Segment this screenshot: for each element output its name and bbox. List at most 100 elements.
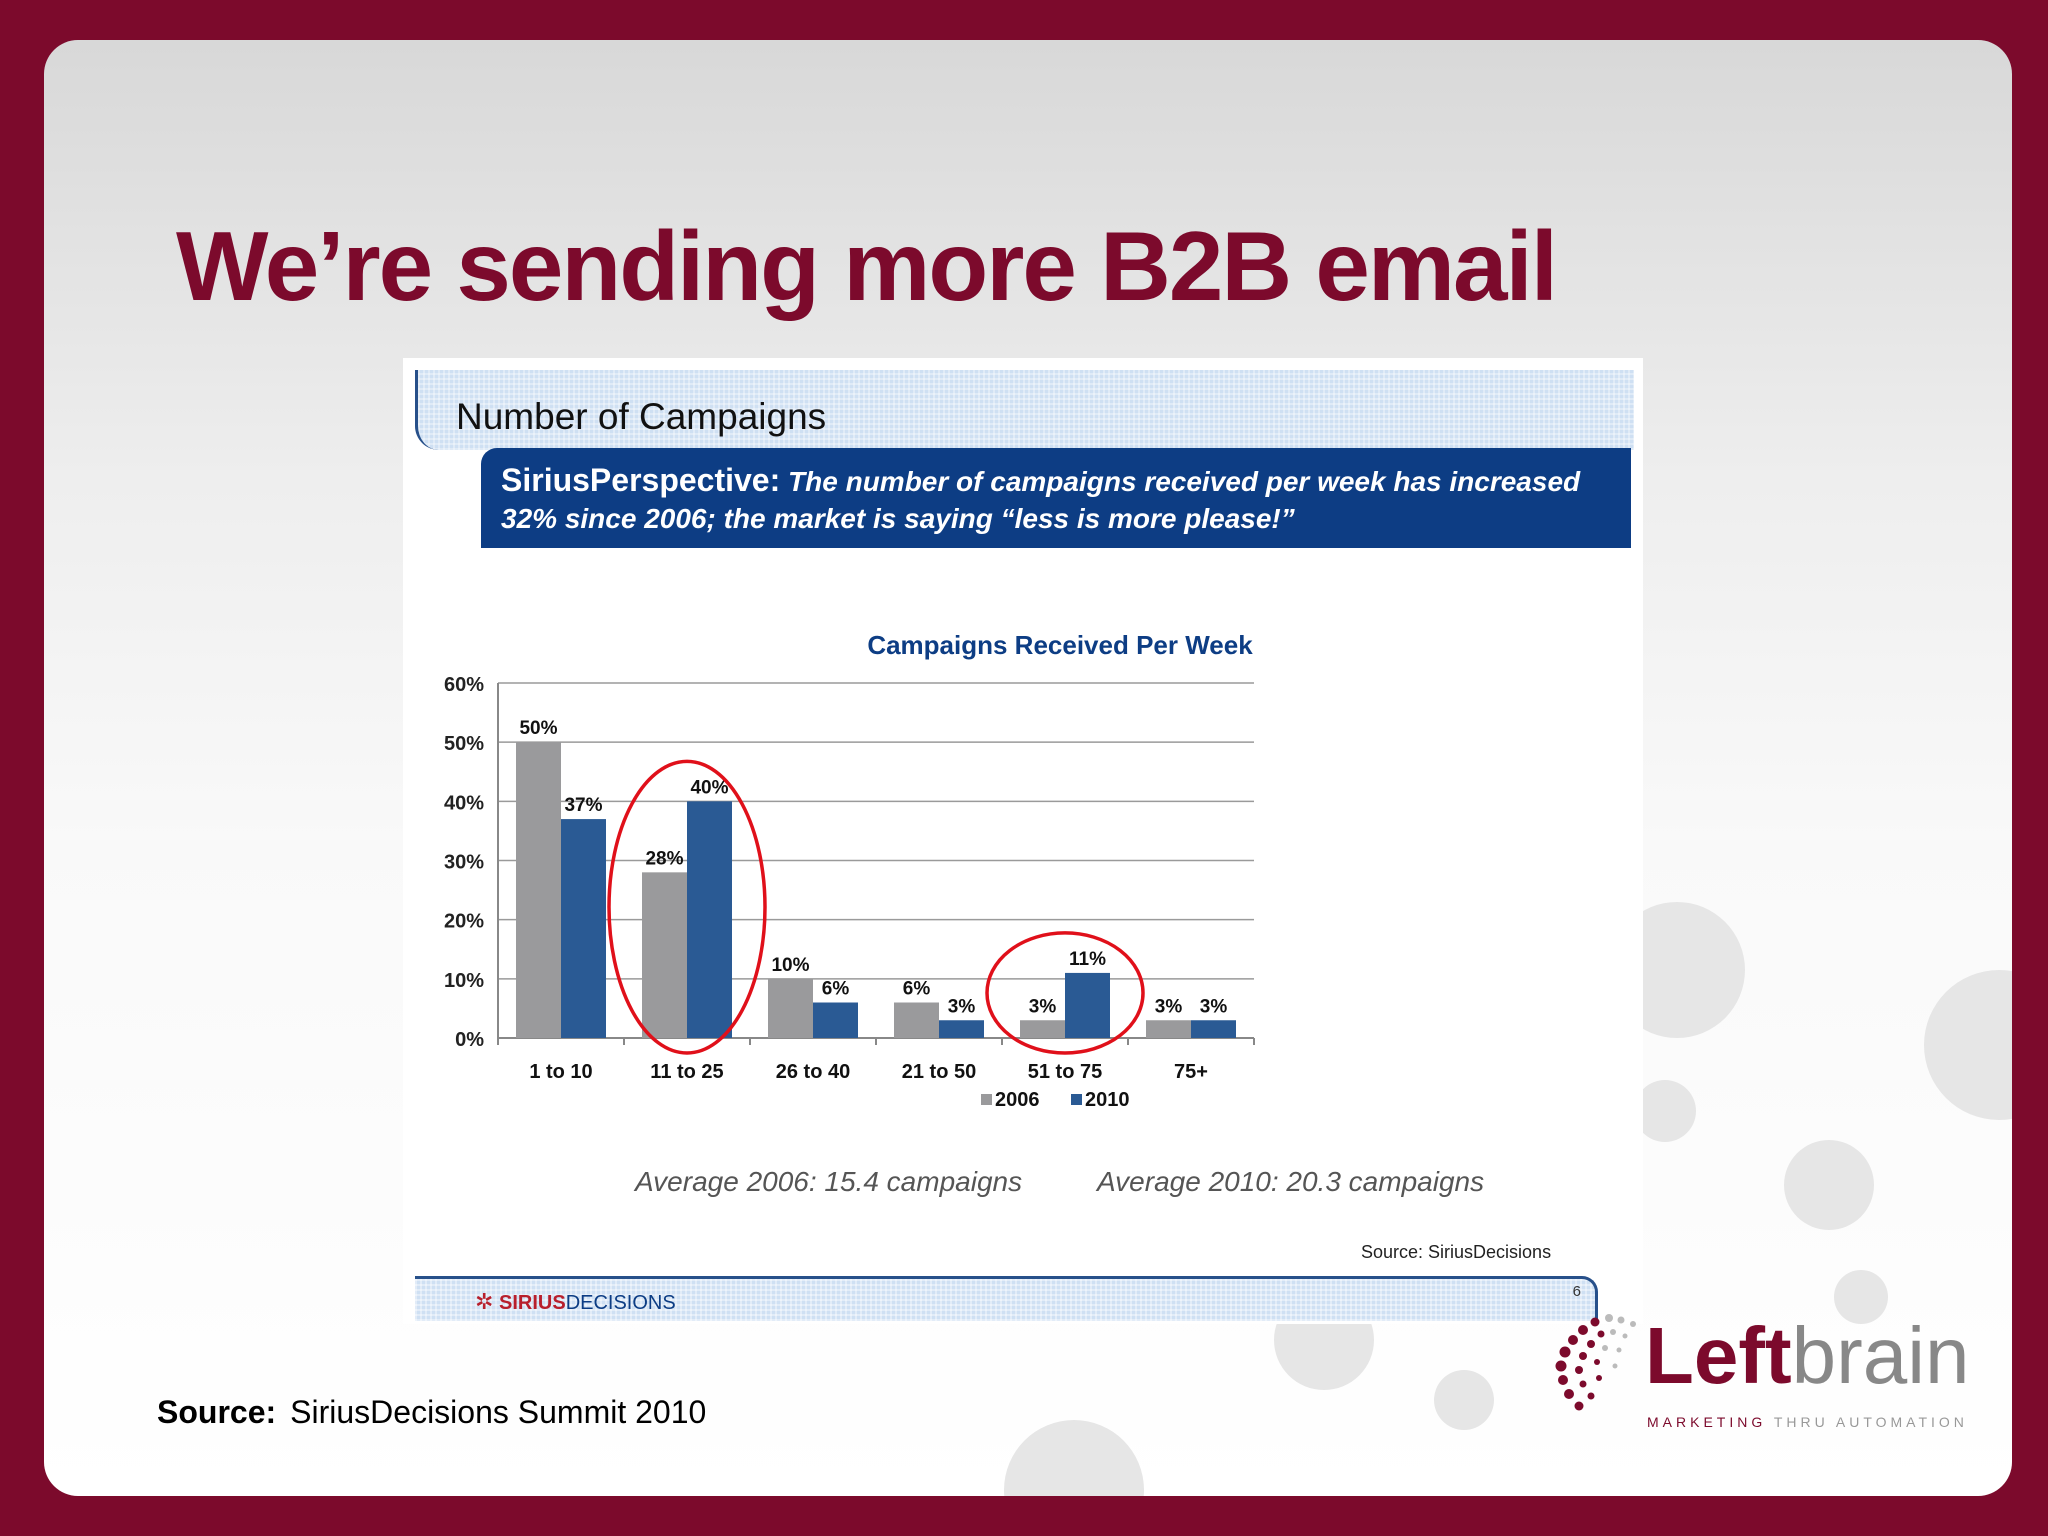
decorative-circle (1004, 1420, 1144, 1496)
perspective-text: SiriusPerspective: The number of campaig… (501, 462, 1621, 537)
logo-dot (1574, 1401, 1584, 1411)
slide-title: We’re sending more B2B email (176, 211, 1558, 321)
bar-2006 (642, 872, 687, 1038)
legend-swatch-2006 (981, 1094, 992, 1105)
logo-dot (1579, 1352, 1587, 1360)
logo-dot (1594, 1359, 1600, 1365)
logo-dot (1564, 1389, 1574, 1399)
bar-2006 (1020, 1020, 1065, 1038)
y-tick-label: 10% (444, 970, 484, 992)
data-label: 40% (690, 777, 728, 798)
panel-title: Number of Campaigns (456, 396, 827, 437)
logo-dot (1590, 1317, 1600, 1327)
y-tick-label: 40% (444, 792, 484, 814)
siriusdecisions-logo: ✲ SIRIUSDECISIONS (475, 1289, 676, 1315)
legend-swatch-2010 (1071, 1094, 1082, 1105)
logo-dot (1616, 1347, 1622, 1353)
logo-part-sirius: SIRIUS (499, 1292, 566, 1314)
average-2006: Average 2006: 15.4 campaigns (635, 1166, 1023, 1197)
legend-label: 2006 (995, 1089, 1040, 1111)
logo-dot (1630, 1321, 1636, 1327)
y-tick-label: 30% (444, 852, 484, 874)
bar-2010 (813, 1002, 858, 1038)
x-tick-label: 26 to 40 (776, 1061, 850, 1083)
brand-name: Leftbrain (1645, 1310, 1970, 1402)
source-value: SiriusDecisions Summit 2010 (290, 1394, 707, 1430)
highlight-ellipse (985, 931, 1145, 1055)
bar-2006 (894, 1002, 939, 1038)
bar-2006 (516, 742, 561, 1038)
dots-logo-icon (1555, 1314, 1636, 1411)
data-label: 3% (1200, 996, 1228, 1017)
y-tick-label: 0% (455, 1029, 484, 1051)
brand-name-right: brain (1791, 1311, 1970, 1400)
x-tick-label: 11 to 25 (650, 1061, 723, 1083)
x-tick-label: 51 to 75 (1028, 1061, 1102, 1083)
logo-dot (1597, 1330, 1605, 1338)
logo-dot (1587, 1392, 1595, 1400)
decorative-circle (1784, 1140, 1874, 1230)
logo-dot (1575, 1366, 1583, 1374)
data-label: 3% (1155, 996, 1183, 1017)
chart-title: Campaigns Received Per Week (867, 630, 1253, 660)
highlight-ellipse (607, 759, 767, 1055)
chart-panel: Number of Campaigns SiriusPerspective: T… (403, 358, 1643, 1324)
logo-dot (1622, 1333, 1628, 1339)
leftbrain-logo: Leftbrain MARKETING THRU AUTOMATION (1549, 1310, 1970, 1490)
data-label: 3% (1029, 996, 1057, 1017)
logo-dot (1555, 1360, 1567, 1372)
bar-2010 (1191, 1020, 1236, 1038)
bar-2010 (939, 1020, 984, 1038)
brand-name-left: Left (1645, 1311, 1792, 1400)
logo-dot (1587, 1340, 1595, 1348)
average-2010: Average 2010: 20.3 campaigns (1097, 1166, 1485, 1197)
data-label: 6% (822, 979, 850, 1000)
logo-dot (1579, 1380, 1587, 1388)
chart-source: Source: SiriusDecisions (1361, 1242, 1552, 1262)
x-tick-label: 1 to 10 (529, 1061, 592, 1083)
logo-dot (1578, 1325, 1588, 1335)
y-tick-label: 20% (444, 911, 484, 933)
sirius-star-icon: ✲ (475, 1289, 494, 1314)
slide: We’re sending more B2B email Number of C… (44, 40, 2012, 1496)
data-label: 50% (519, 718, 557, 739)
logo-dot (1596, 1375, 1602, 1381)
page-number: 6 (1572, 1283, 1581, 1300)
bar-2010 (687, 801, 732, 1038)
perspective-band: SiriusPerspective: The number of campaig… (481, 448, 1631, 548)
data-label: 3% (948, 996, 976, 1017)
x-tick-label: 21 to 50 (902, 1061, 976, 1083)
decorative-circle (1434, 1370, 1494, 1430)
source-label: Source: (157, 1394, 277, 1430)
data-label: 37% (564, 795, 602, 816)
perspective-body: The number of campaigns received per wee… (501, 466, 1581, 534)
logo-dot (1617, 1316, 1625, 1324)
x-tick-label: 75+ (1174, 1061, 1208, 1083)
logo-dot (1558, 1375, 1568, 1385)
logo-dot (1602, 1345, 1608, 1351)
legend-label: 2010 (1085, 1089, 1130, 1111)
brand-tagline: MARKETING THRU AUTOMATION (1647, 1414, 1968, 1430)
logo-dot (1559, 1346, 1571, 1358)
y-tick-label: 60% (444, 674, 484, 696)
y-tick-label: 50% (444, 733, 484, 755)
data-label: 11% (1069, 949, 1106, 970)
logo-dot (1568, 1335, 1578, 1345)
panel-header: Number of Campaigns (415, 370, 1634, 450)
bar-2006 (768, 978, 813, 1038)
data-label: 28% (645, 848, 683, 869)
data-label: 6% (903, 979, 931, 1000)
logo-dot (1605, 1314, 1613, 1322)
logo-dot (1612, 1363, 1618, 1369)
bar-2010 (1065, 972, 1110, 1038)
decorative-circle (1834, 1270, 1888, 1324)
data-label: 10% (771, 955, 809, 976)
tagline-part-automation: THRU AUTOMATION (1773, 1414, 1968, 1430)
panel-footer: ✲ SIRIUSDECISIONS 6 (415, 1276, 1598, 1321)
bar-2006 (1146, 1020, 1191, 1038)
bar-2010 (561, 819, 606, 1038)
logo-part-decisions: DECISIONS (565, 1292, 676, 1314)
tagline-part-marketing: MARKETING (1647, 1414, 1767, 1430)
perspective-lead: SiriusPerspective: (501, 462, 781, 498)
decorative-circle (1924, 970, 2012, 1120)
